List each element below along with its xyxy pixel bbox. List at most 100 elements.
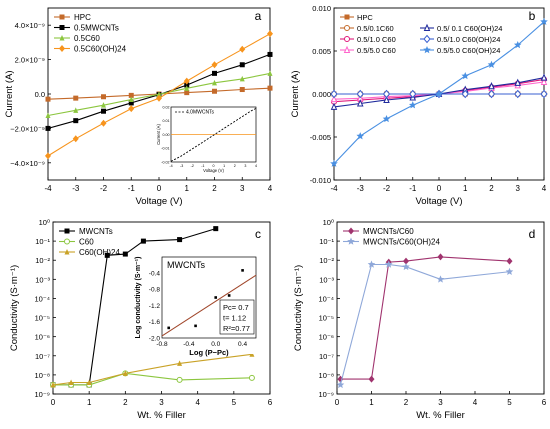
x-axis-label: Voltage (V) (136, 196, 183, 207)
y-tick-label: −2.0×10⁻⁹ (10, 124, 45, 133)
data-point (100, 119, 107, 127)
legend-label: 0.5/1.0 C60 (357, 35, 396, 44)
data-point (128, 92, 134, 98)
inset-y-axis-label: Current (A) (156, 124, 161, 145)
legend: MWCNTs/C60 MWCNTs/C60(OH)24 (343, 227, 440, 247)
y-tick-label: 10⁻⁵ (319, 314, 334, 323)
inset-x-tick-label: -0.8 (156, 341, 168, 348)
inset-y-tick-label: 0.00 (163, 133, 170, 137)
panel-c: 0 1 2 3 4 5 6 10⁰ 10⁻¹ 10⁻² 10⁻³ 10⁻⁴ 10⁻⁵ 10⁻⁶ 10⁻⁷ 10… (9, 218, 273, 421)
legend-marker (59, 35, 65, 41)
data-point (356, 99, 364, 107)
data-point (367, 260, 376, 268)
panel-letter: b (529, 9, 536, 23)
inset-x-tick-label: 1 (223, 164, 225, 168)
data-point (177, 237, 183, 243)
data-point (73, 118, 79, 124)
inset-annotation-box (219, 299, 255, 335)
inset-x-tick-label: 3 (244, 164, 246, 168)
y-axis-label: Current (A) (290, 71, 301, 118)
x-tick-label: 5 (232, 398, 237, 407)
inset-y-tick-label: -0.01 (161, 147, 169, 151)
y-tick-label: 10⁻⁹ (34, 390, 50, 399)
data-point (239, 75, 245, 82)
data-point (45, 96, 51, 102)
inset-data-point (167, 326, 171, 330)
x-tick-label: 3 (516, 184, 521, 193)
legend-label: 0.5MWCNTs (74, 24, 119, 33)
data-point (356, 89, 364, 99)
y-tick-label: 10⁻⁷ (319, 352, 334, 361)
series-line (53, 372, 252, 386)
data-point (45, 152, 51, 160)
data-point (45, 112, 51, 118)
data-point (184, 90, 190, 96)
data-point (45, 125, 51, 131)
x-tick-label: -3 (72, 184, 80, 193)
legend-label: 0.5C60(OH)24 (74, 45, 127, 54)
data-point (213, 226, 219, 232)
data-point (249, 351, 255, 357)
series-line (340, 256, 510, 380)
data-point (183, 77, 190, 85)
legend-marker (64, 249, 70, 255)
x-tick-label: -2 (100, 184, 108, 193)
legend-label: 0.5/0.1C60 (357, 24, 394, 33)
data-point (101, 102, 106, 108)
data-point (50, 381, 56, 388)
panel-letter: d (529, 227, 536, 241)
series-6 (330, 17, 548, 167)
x-tick-label: 4 (268, 184, 273, 193)
legend-label: 0.5C60 (74, 34, 100, 43)
inset-x-tick-label: 4 (255, 164, 257, 168)
inset-x-tick-label: 0 (213, 164, 215, 168)
y-tick-label: 10⁻³ (35, 275, 50, 284)
data-point (461, 71, 470, 80)
legend-label: 0.5/1.0 C60(OH)24 (437, 35, 500, 44)
data-point (211, 61, 218, 69)
legend-marker (59, 45, 65, 52)
data-point (267, 70, 273, 76)
data-point (177, 360, 183, 366)
series-2 (45, 70, 273, 118)
y-tick-label: 10⁻² (319, 256, 334, 265)
data-point (540, 73, 548, 81)
x-tick-label: 1 (185, 184, 190, 193)
panel-a: -4 -3 -2 -1 0 1 2 3 4 4.0×10⁻⁹ 2.0×10⁻⁹ 0.0 −2.0×10⁻… (4, 7, 273, 207)
data-point (356, 132, 365, 140)
inset-x-tick-label: -2 (191, 164, 194, 168)
y-tick-label: 10⁻⁹ (318, 390, 334, 399)
y-tick-label: 10⁻³ (319, 275, 334, 284)
data-point (409, 89, 417, 99)
data-point (184, 82, 190, 88)
data-point (540, 17, 548, 25)
data-point (402, 262, 410, 271)
legend-label: 0.5/5.0 C60 (357, 46, 396, 55)
panel-letter: a (255, 9, 262, 23)
data-point (122, 370, 128, 376)
y-tick-label: 0.005 (312, 47, 331, 56)
data-point (382, 114, 391, 123)
y-tick-label: -0.010 (310, 176, 331, 185)
y-tick-label: 10⁻⁶ (319, 333, 334, 342)
x-tick-label: -3 (357, 184, 365, 193)
inset-data-point (194, 324, 197, 328)
data-point (72, 135, 79, 143)
y-tick-label: 10⁰ (323, 218, 334, 227)
y-tick-label: 10⁻¹ (319, 237, 334, 246)
data-point (239, 62, 245, 68)
legend-marker (347, 237, 355, 245)
legend-marker (59, 25, 65, 30)
inset-y-tick-label: 0.01 (163, 119, 170, 123)
data-point (86, 379, 92, 385)
series-1 (50, 370, 255, 388)
y-tick-label: 10⁻² (35, 256, 50, 265)
y-axis-label: Conductivity (S·m⁻¹) (9, 265, 20, 351)
x-tick-label: 6 (268, 398, 273, 407)
data-point (248, 374, 255, 381)
y-tick-label: 0.000 (312, 90, 331, 99)
x-tick-label: 0 (157, 184, 162, 193)
x-tick-label: 2 (212, 184, 217, 193)
